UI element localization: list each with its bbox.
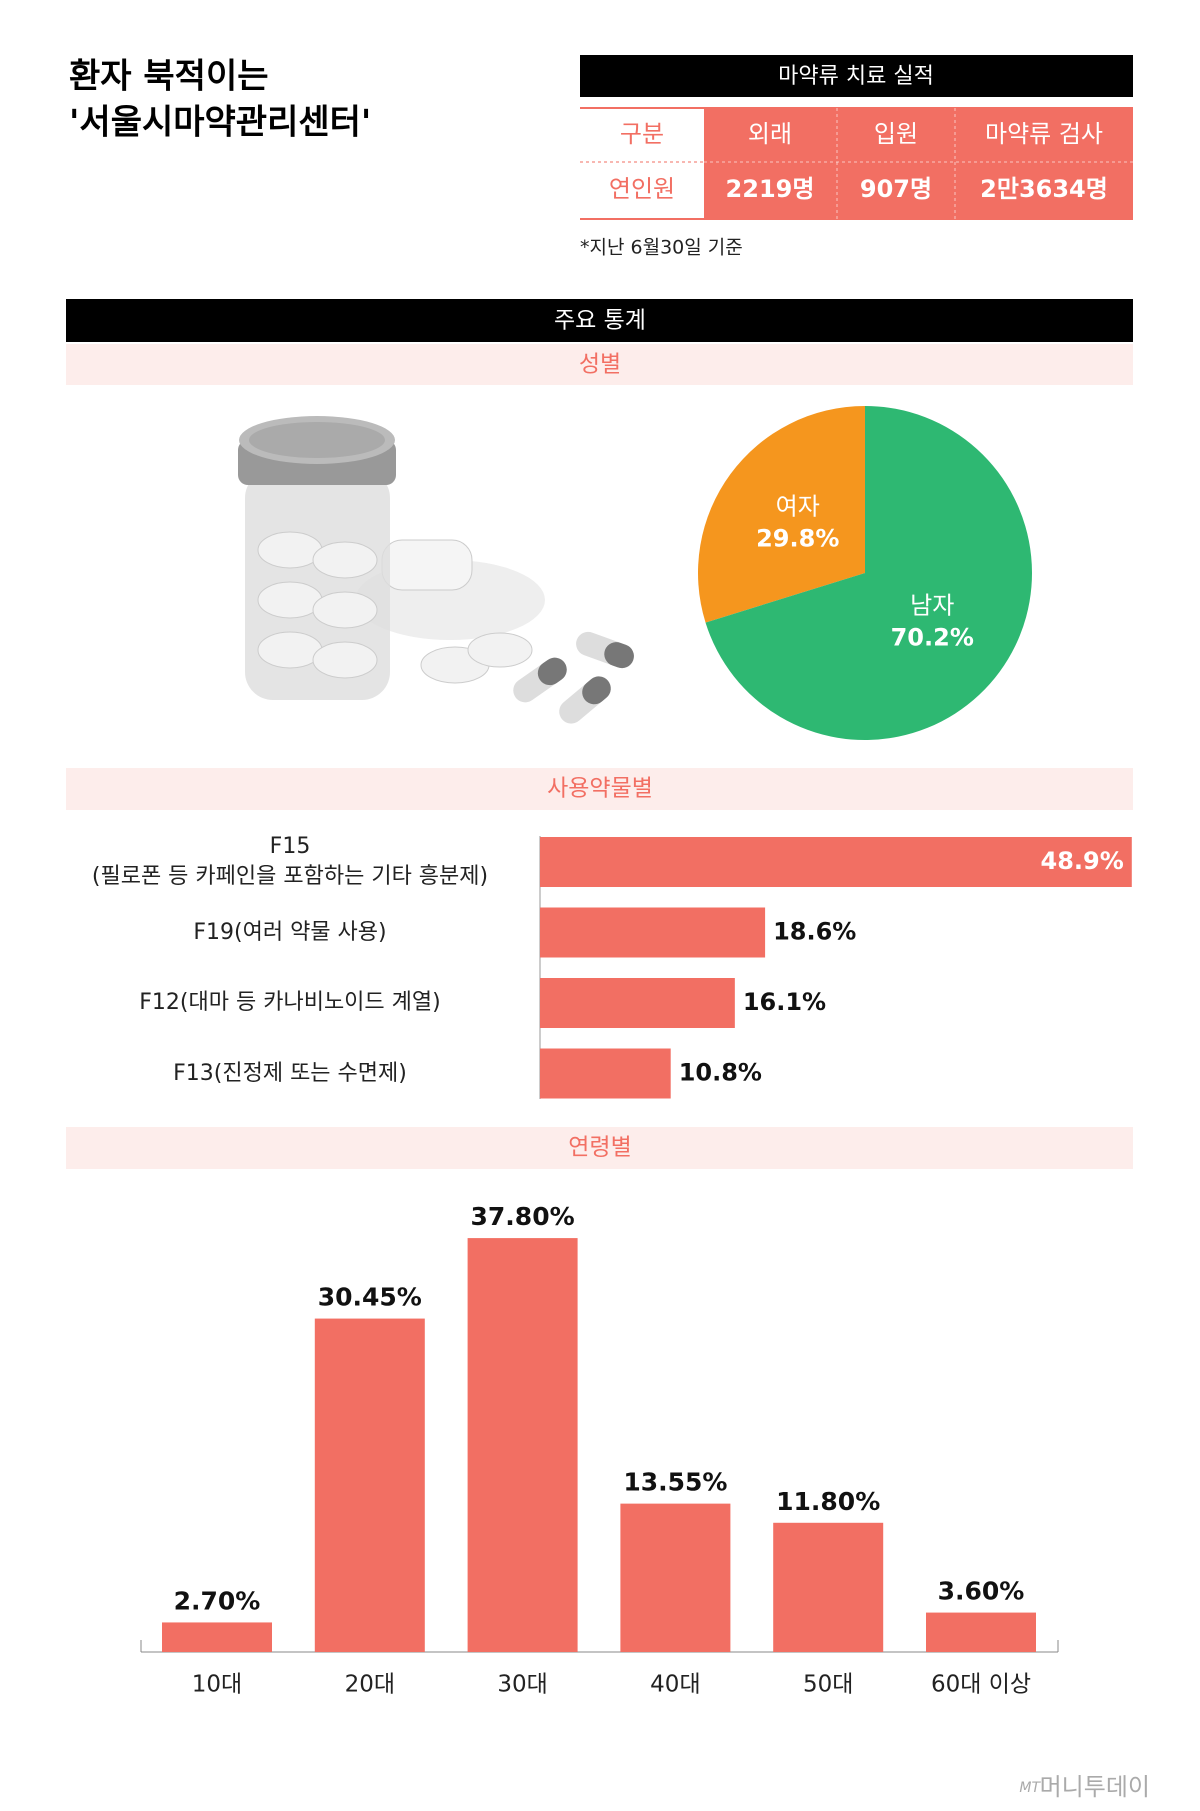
pill-illustration (238, 416, 634, 724)
table-cell: 입원 (874, 120, 918, 148)
pie-value-label: 29.8% (756, 524, 839, 552)
bar (620, 1503, 731, 1652)
value-label: 10.8% (679, 1059, 762, 1087)
bar (773, 1522, 884, 1652)
bar (926, 1612, 1036, 1652)
table-cell: 외래 (748, 120, 792, 148)
x-tick-label: 50대 (803, 1672, 853, 1698)
pie-value-label: 70.2% (891, 624, 974, 652)
bar (467, 1238, 578, 1652)
title-line: 환자 북적이는 (69, 57, 269, 97)
bar (162, 1622, 272, 1652)
pie-label: 여자 (776, 492, 820, 520)
x-tick-label: 20대 (345, 1672, 395, 1698)
table-cell: 마약류 검사 (985, 120, 1103, 148)
chart-title: 연령별 (568, 1135, 631, 1161)
value-label: 48.9% (1041, 847, 1124, 875)
section-bar (66, 299, 1133, 342)
x-tick-label: 60대 이상 (931, 1672, 1031, 1698)
x-tick-label: 30대 (497, 1672, 547, 1698)
bar (314, 1318, 425, 1652)
value-label: 2.70% (174, 1586, 261, 1615)
value-label: 11.80% (776, 1487, 880, 1516)
logo: 머니투데이 (1040, 1773, 1150, 1801)
bar (540, 907, 766, 958)
subtitle-bar (66, 768, 1133, 810)
table-cell: 연인원 (609, 175, 675, 203)
y-tick-label: F15 (필로폰 등 카페인을 포함하는 기타 흥분제) (91, 834, 489, 889)
pie-label: 남자 (910, 592, 954, 620)
section-title: 주요 통계 (554, 308, 646, 334)
bar (540, 1048, 671, 1099)
value-label: 37.80% (471, 1202, 575, 1231)
table-note: *지난 6월30일 기준 (580, 237, 743, 259)
table-fill (704, 108, 1133, 219)
logo-mark: MT (1019, 1780, 1041, 1796)
pie-slice (705, 406, 1033, 740)
subtitle-bar (66, 344, 1133, 385)
value-label: 16.1% (743, 988, 826, 1016)
table-title: 마약류 치료 실적 (778, 64, 934, 89)
value-label: 30.45% (318, 1283, 422, 1312)
table-cell: 907명 (860, 175, 932, 203)
value-label: 18.6% (773, 918, 856, 946)
bar (540, 837, 1132, 887)
table-header-bg (580, 55, 1133, 97)
table-cell: 구분 (620, 120, 664, 148)
subtitle-bar (66, 1127, 1133, 1169)
value-label: 3.60% (938, 1577, 1025, 1606)
y-tick-label: F12(대마 등 카나비노이드 계열) (139, 990, 441, 1015)
table-cell: 2219명 (726, 175, 815, 203)
y-tick-label: F19(여러 약물 사용) (193, 919, 387, 945)
y-tick-label: F13(진정제 또는 수면제) (173, 1060, 407, 1086)
pie-slice (698, 406, 865, 623)
title-line: '서울시마약관리센터' (69, 103, 371, 143)
x-tick-label: 10대 (192, 1672, 242, 1698)
chart-title: 사용약물별 (547, 776, 653, 802)
table-cell: 2만3634명 (980, 175, 1108, 203)
x-tick-label: 40대 (650, 1672, 700, 1698)
value-label: 13.55% (623, 1468, 727, 1497)
bar (540, 978, 735, 1028)
chart-title: 성별 (579, 352, 621, 378)
